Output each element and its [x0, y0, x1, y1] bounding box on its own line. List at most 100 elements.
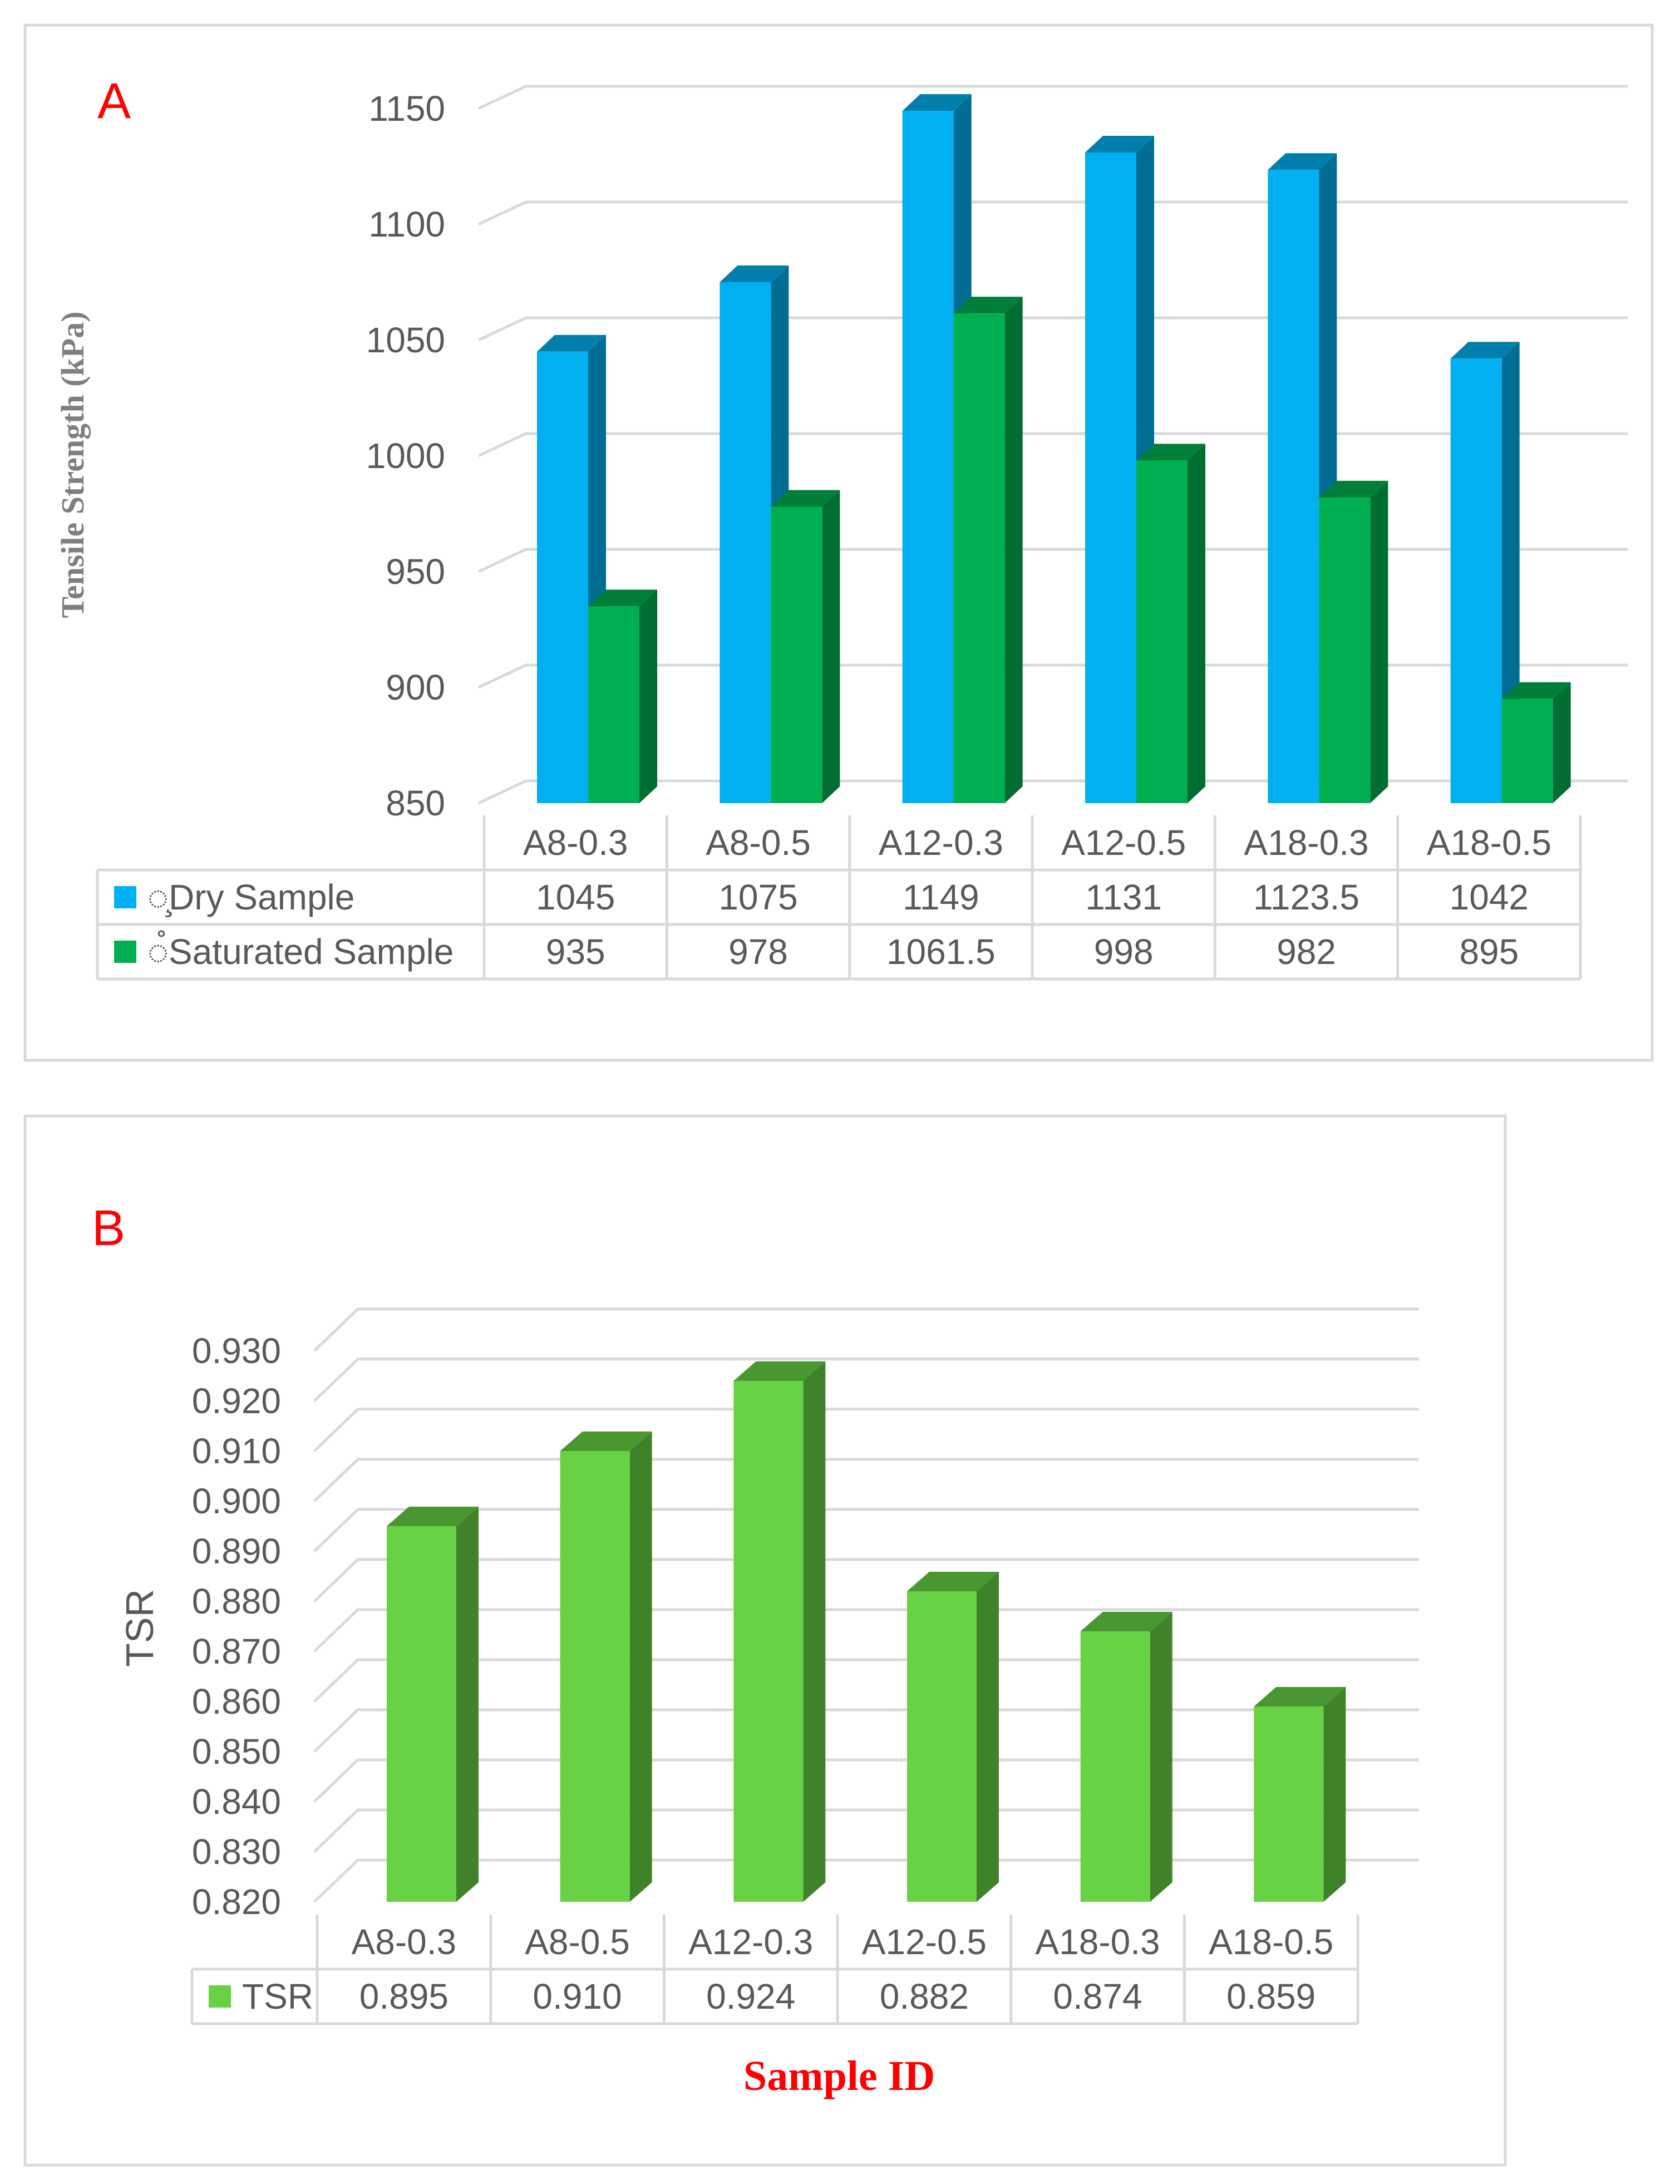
b-y-tick-label: 0.860 [192, 1681, 281, 1721]
b-data-label: 0.895 [359, 1976, 449, 2016]
b-bar-tsr-side [629, 1432, 652, 1902]
a-y-tick-label: 850 [386, 783, 445, 823]
b-gridline [313, 1307, 1419, 1352]
panel-a-data-table: A8-0.3 A8-0.5 A12-0.3 A12-0.5 A18-0.3 A18-0.5… [96, 815, 1582, 981]
a-data-label: 1061.5 [886, 932, 996, 972]
b-bar-tsr-front [387, 1526, 456, 1902]
a-data-label: 1045 [536, 877, 615, 917]
b-bar-tsr-side [977, 1572, 999, 1902]
b-category-label: A8-0.5 [525, 1922, 630, 1962]
b-y-tick-label: 0.840 [192, 1782, 281, 1822]
panel-b-data-table: A8-0.3 A8-0.5 A12-0.3 A12-0.5 A18-0.3 A18-0.5… [190, 1915, 1359, 2025]
panel-b-x-axis-label: Sample ID [743, 2053, 935, 2099]
b-bar-tsr-top [907, 1572, 999, 1591]
a-series-name: ◌̊Saturated Sample [147, 930, 454, 972]
a-category-label: A8-0.5 [706, 823, 811, 863]
a-data-label: 1075 [718, 877, 797, 917]
b-bar-tsr-side [1323, 1687, 1346, 1902]
a-gridline [477, 200, 1628, 226]
a-data-label: 895 [1459, 932, 1519, 972]
panel-b: B TSR Sample ID 0.820 0.830 0.840 0.850 0.86… [23, 1114, 1507, 2167]
b-data-label: 0.924 [706, 1976, 795, 2016]
a-bar-saturated-sample-top [1319, 480, 1388, 498]
b-gridline [313, 1758, 1419, 1803]
b-y-tick-label: 0.920 [192, 1381, 281, 1421]
b-data-label: 0.859 [1226, 1976, 1316, 2016]
a-bar-saturated-sample-front [1501, 699, 1553, 803]
panel-a-bars [537, 94, 1571, 803]
a-bar-saturated-sample-top [771, 490, 840, 507]
a-category-label: A12-0.3 [879, 823, 1003, 863]
b-y-tick-label: 0.900 [192, 1481, 281, 1521]
a-bar-saturated-sample-front [953, 313, 1005, 803]
b-bar-tsr-top [387, 1507, 479, 1526]
b-gridline [313, 1408, 1419, 1452]
b-gridline [313, 1708, 1419, 1753]
a-bar-saturated-sample-side [1370, 480, 1388, 803]
a-bar-dry-sample-front [537, 351, 588, 803]
b-series-label: TSR [242, 1976, 313, 2016]
a-data-label: 982 [1277, 932, 1336, 972]
b-bar-tsr-top [560, 1432, 652, 1451]
b-bar-tsr-front [1254, 1706, 1324, 1902]
a-series-name: ◌̧Dry Sample [147, 877, 354, 917]
a-bar-dry-sample-top [537, 335, 606, 352]
a-bar-dry-sample-front [902, 111, 954, 803]
b-y-tick-label: 0.890 [192, 1531, 281, 1571]
a-category-label: A12-0.5 [1061, 823, 1186, 863]
a-data-label: 1042 [1450, 877, 1529, 917]
b-bar-tsr-front [733, 1381, 804, 1902]
b-bar-tsr-top [1080, 1612, 1172, 1631]
b-gridline [313, 1808, 1419, 1853]
b-bar-tsr-top [733, 1361, 826, 1381]
a-bar-saturated-sample-side [1188, 444, 1205, 803]
a-data-label: 1149 [903, 877, 979, 917]
a-bar-saturated-sample [1319, 480, 1388, 803]
a-series-label: Dry Sample [169, 877, 354, 917]
a-gridline [477, 432, 1628, 458]
a-data-label: 935 [546, 932, 605, 972]
a-bar-saturated-sample-front [771, 506, 822, 803]
b-gridline [313, 1858, 1419, 1903]
a-gridline [477, 316, 1628, 342]
panel-a-label: A [97, 73, 131, 129]
b-bar-tsr [560, 1432, 652, 1902]
a-bar-saturated-sample-front [588, 606, 639, 803]
a-bar-dry-sample-top [902, 94, 972, 111]
a-bar-saturated-sample-top [588, 589, 657, 607]
b-category-label: A18-0.5 [1209, 1922, 1333, 1962]
a-category-label: A18-0.5 [1427, 823, 1551, 863]
a-gridline [477, 85, 1628, 110]
b-data-label: 0.882 [880, 1976, 969, 2016]
a-legend-key [114, 886, 136, 908]
a-bar-saturated-sample [588, 589, 657, 803]
a-data-label: 1123.5 [1253, 877, 1359, 917]
a-bar-dry-sample-front [1450, 358, 1502, 803]
a-legend-key [114, 941, 136, 963]
a-gridline [477, 548, 1628, 573]
panel-a-y-axis-label: Tensile Strength (kPa) [55, 311, 91, 618]
b-bar-tsr-top [1254, 1687, 1346, 1706]
a-bar-saturated-sample-side [1004, 297, 1023, 803]
a-bar-saturated-sample [953, 297, 1023, 803]
a-data-label: 978 [728, 932, 788, 972]
b-y-tick-label: 0.880 [192, 1581, 281, 1621]
b-y-tick-label: 0.820 [192, 1882, 281, 1922]
a-bar-saturated-sample [771, 490, 840, 803]
panel-a: A Tensile Strength (kPa) 850 900 950 1000 10… [23, 23, 1654, 1062]
panel-b-gridlines [313, 1307, 1419, 1903]
a-y-tick-label: 1000 [366, 436, 445, 476]
a-gridline [477, 779, 1628, 805]
a-category-label: A18-0.3 [1244, 823, 1368, 863]
b-gridline [313, 1658, 1419, 1703]
panel-a-y-tick-labels: 850 900 950 1000 1050 1100 1150 [366, 88, 445, 823]
b-bar-tsr [907, 1572, 999, 1902]
a-bar-dry-sample-top [1085, 136, 1154, 153]
a-bar-dry-sample-front [720, 282, 771, 803]
b-bar-tsr [733, 1361, 826, 1902]
b-gridline [313, 1558, 1419, 1602]
a-bar-dry-sample [1450, 342, 1520, 803]
a-bar-saturated-sample-top [1501, 682, 1571, 699]
a-y-tick-label: 1100 [368, 204, 445, 244]
